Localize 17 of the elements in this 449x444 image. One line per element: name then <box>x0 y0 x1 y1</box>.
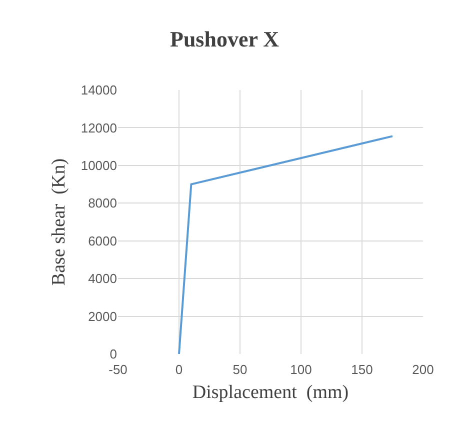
y-tick-label: 4000 <box>88 271 117 286</box>
y-tick-label: 10000 <box>80 158 117 173</box>
x-tick-label: 100 <box>290 362 312 377</box>
x-tick-label: 150 <box>351 362 373 377</box>
y-tick-label: 2000 <box>88 308 117 324</box>
x-axis-title: Displacement (mm) <box>192 382 349 403</box>
x-tick-label: -50 <box>108 362 128 377</box>
chart-title: Pushover X <box>170 26 280 52</box>
y-tick-label: 6000 <box>88 233 117 248</box>
y-axis-title: Base shear (Kn) <box>48 158 70 286</box>
x-tick-label: 200 <box>412 362 434 377</box>
y-tick-label: 12000 <box>80 120 117 136</box>
y-tick-label: 14000 <box>80 82 117 98</box>
y-tick-label: 0 <box>110 346 117 362</box>
x-tick-label: 0 <box>175 362 183 377</box>
x-tick-label: 50 <box>232 362 248 377</box>
y-tick-label: 8000 <box>88 196 117 211</box>
